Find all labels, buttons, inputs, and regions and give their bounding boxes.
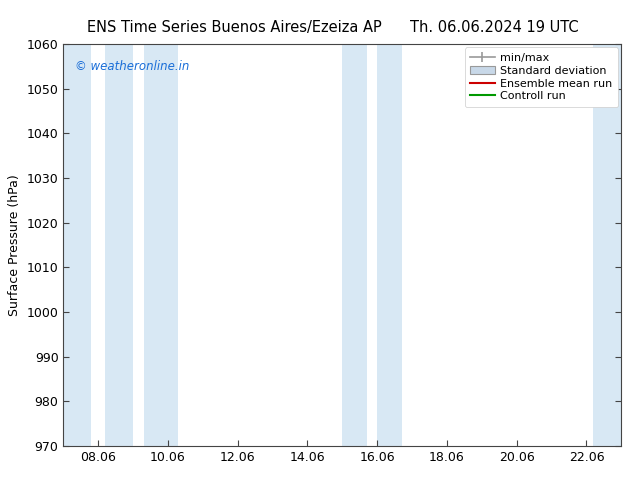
Y-axis label: Surface Pressure (hPa): Surface Pressure (hPa) [8,174,21,316]
Text: © weatheronline.in: © weatheronline.in [75,60,189,73]
Legend: min/max, Standard deviation, Ensemble mean run, Controll run: min/max, Standard deviation, Ensemble me… [465,48,618,107]
Text: ENS Time Series Buenos Aires/Ezeiza AP: ENS Time Series Buenos Aires/Ezeiza AP [87,20,382,35]
Bar [105,44,133,446]
Text: Th. 06.06.2024 19 UTC: Th. 06.06.2024 19 UTC [410,20,579,35]
Bar [377,44,402,446]
Bar [593,44,621,446]
Bar [144,44,179,446]
Bar [342,44,366,446]
Bar [63,44,91,446]
